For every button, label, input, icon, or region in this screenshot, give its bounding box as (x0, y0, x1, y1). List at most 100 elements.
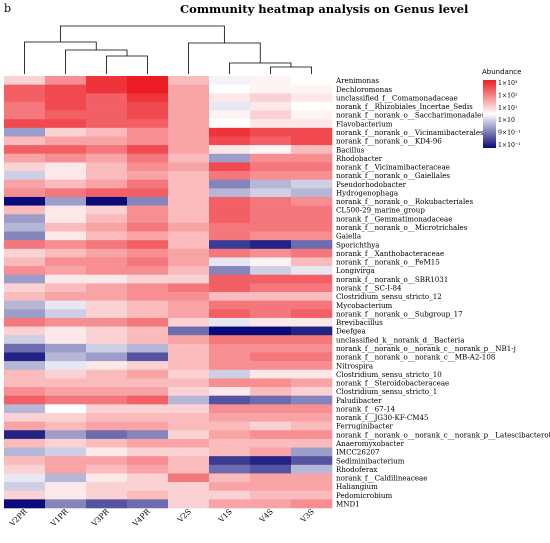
row-label: norank_f__JG30-KF-CM45 (336, 413, 429, 422)
column-dendrogram (24, 25, 312, 74)
legend-tick-label: 1×10 (498, 117, 515, 124)
heatmap-cell (127, 222, 169, 232)
heatmap-cell (86, 378, 128, 388)
heatmap-cell (86, 274, 128, 284)
heatmap-cell (168, 430, 210, 440)
heatmap-cell (291, 119, 333, 129)
heatmap-cell (4, 153, 46, 163)
heatmap-cell (45, 387, 87, 396)
dendrogram-branch (24, 41, 97, 74)
heatmap-cell (291, 473, 333, 483)
heatmap-cell (45, 430, 87, 440)
heatmap-cell (4, 326, 46, 336)
heatmap-cell (86, 300, 128, 310)
heatmap-cell (4, 412, 46, 422)
heatmap-cell (127, 76, 169, 85)
heatmap-cell (45, 326, 87, 336)
heatmap-cell (4, 205, 46, 215)
heatmap-cell (209, 101, 251, 111)
heatmap-cell (291, 196, 333, 206)
heatmap-cell (45, 378, 87, 388)
heatmap-cell (250, 482, 292, 492)
dendrogram-branch (229, 62, 292, 74)
heatmap-cell (250, 136, 292, 146)
heatmap-cell (4, 127, 46, 137)
heatmap-cell (127, 326, 169, 336)
heatmap-cell (250, 300, 292, 310)
heatmap-cell (127, 343, 169, 353)
heatmap-cell (86, 127, 128, 137)
heatmap-cell (168, 317, 210, 327)
heatmap-cell (86, 145, 128, 155)
heatmap-cell (291, 274, 333, 284)
row-label: norank_f__norank_o__Saccharimonadales (336, 111, 485, 120)
heatmap-cell (168, 326, 210, 336)
heatmap-cell (127, 266, 169, 276)
heatmap-cell (45, 257, 87, 267)
heatmap-cell (209, 387, 251, 396)
heatmap-cell (168, 421, 210, 431)
row-label: norank_f__Gemmatimonadaceae (336, 214, 452, 223)
heatmap-cell (250, 110, 292, 120)
heatmap-cell (4, 352, 46, 362)
heatmap-cell (291, 84, 333, 94)
row-label: Ferruginibacter (336, 422, 394, 431)
heatmap-cell (45, 292, 87, 301)
heatmap-cell (127, 171, 169, 180)
heatmap-cell (291, 205, 333, 215)
heatmap-cell (4, 76, 46, 85)
heatmap-cell (250, 145, 292, 155)
heatmap-cell (127, 430, 169, 440)
column-label: V2S (175, 507, 193, 525)
heatmap-cell (45, 395, 87, 405)
heatmap-cell (168, 136, 210, 146)
heatmap-cell (45, 179, 87, 189)
heatmap-cell (45, 369, 87, 379)
row-label: Anaeromyxobacter (335, 439, 405, 448)
heatmap-cell (291, 326, 333, 336)
heatmap-cell (4, 421, 46, 431)
heatmap-cell (291, 188, 333, 198)
heatmap-cell (127, 153, 169, 163)
heatmap-cell (127, 84, 169, 94)
heatmap-cell (168, 84, 210, 94)
heatmap-cell (168, 482, 210, 492)
heatmap-cell (291, 309, 333, 319)
heatmap-cell (86, 490, 128, 500)
heatmap-cell (86, 248, 128, 258)
heatmap-cell (168, 283, 210, 293)
heatmap-cell (4, 188, 46, 198)
heatmap-cell (250, 283, 292, 293)
heatmap-cell (209, 214, 251, 224)
heatmap-cell (4, 473, 46, 483)
heatmap-cell (86, 430, 128, 440)
heatmap-cell (45, 145, 87, 155)
heatmap-cell (209, 188, 251, 198)
heatmap-cell (250, 179, 292, 189)
heatmap-cell (250, 361, 292, 371)
heatmap-cell (291, 343, 333, 353)
heatmap-cell (86, 205, 128, 215)
heatmap-cell (127, 127, 169, 137)
heatmap-cell (4, 231, 46, 241)
heatmap-cell (291, 412, 333, 422)
heatmap-cell (86, 326, 128, 336)
heatmap-cell (209, 136, 251, 146)
heatmap-cell (127, 292, 169, 301)
heatmap-cell (4, 93, 46, 103)
heatmap-cell (4, 300, 46, 310)
row-label: Gaiella (336, 232, 362, 241)
heatmap-cell (250, 404, 292, 414)
heatmap-cell (45, 171, 87, 180)
heatmap-cell (209, 283, 251, 293)
heatmap-cell (168, 464, 210, 474)
heatmap-cell (86, 196, 128, 206)
heatmap-cell (168, 179, 210, 189)
heatmap-cell (168, 499, 210, 509)
chart-title: Community heatmap analysis on Genus leve… (180, 2, 469, 16)
heatmap-cell (250, 378, 292, 388)
heatmap-cell (45, 352, 87, 362)
row-label: unclassified_f__Comamonadaceae (336, 93, 458, 102)
heatmap-cell (86, 76, 128, 85)
heatmap-cell (250, 447, 292, 457)
